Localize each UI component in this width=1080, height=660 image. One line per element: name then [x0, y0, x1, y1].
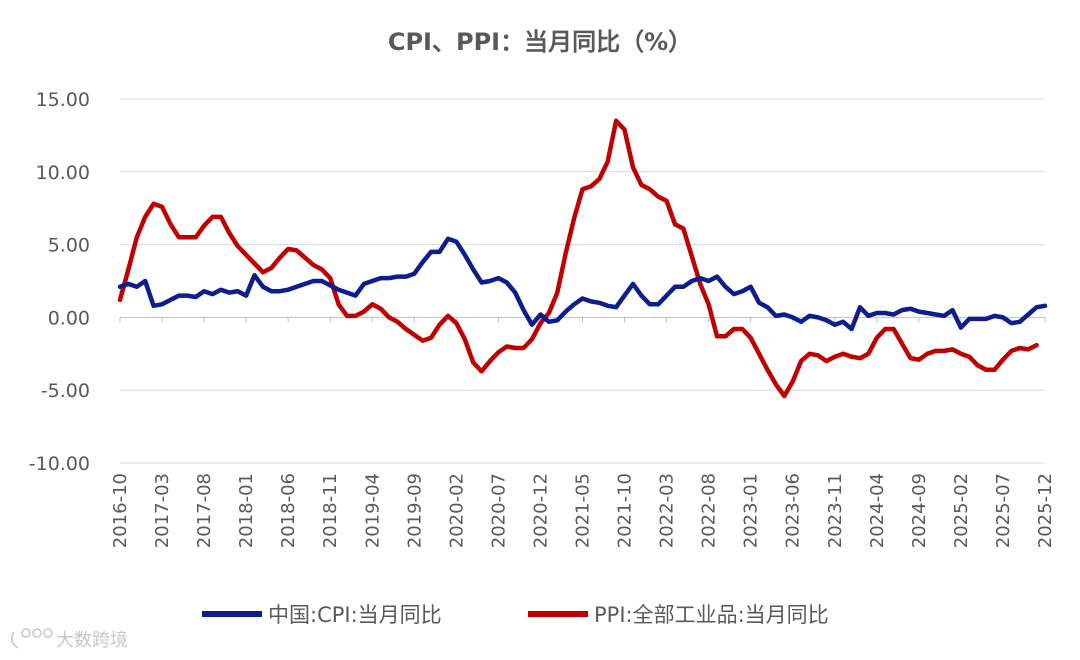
x-tick-label: 2024-09 [909, 473, 930, 548]
x-tick-label: 2018-06 [278, 473, 299, 548]
y-axis-tick-labels: 15.00 10.00 5.00 0.00 -5.00 -10.00 [29, 89, 90, 475]
chart-title: CPI、PPI：当月同比（%） [388, 28, 692, 56]
x-tick-label: 2018-11 [320, 473, 341, 548]
y-tick-label: 5.00 [48, 235, 90, 257]
grid-lines [120, 98, 1045, 464]
x-axis-tick-labels: 2016-10 2017-03 2017-08 2018-01 2018-06 2018-… [110, 317, 1056, 548]
x-tick-label: 2021-05 [573, 473, 594, 548]
x-tick-label: 2016-10 [110, 473, 131, 548]
x-tick-label: 2025-12 [1035, 473, 1056, 548]
y-tick-label: 15.00 [36, 89, 90, 111]
x-tick-label: 2018-01 [236, 473, 257, 548]
legend-label-ppi: PPI:全部工业品:当月同比 [594, 603, 829, 627]
legend-label-cpi: 中国:CPI:当月同比 [268, 603, 442, 627]
x-tick-label: 2023-06 [783, 473, 804, 548]
x-tick-label: 2021-10 [615, 473, 636, 548]
x-tick-label: 2023-11 [825, 473, 846, 548]
legend: 中国:CPI:当月同比 PPI:全部工业品:当月同比 [202, 603, 829, 627]
x-tick-label: 2020-07 [488, 473, 509, 548]
x-tick-label: 2023-01 [741, 473, 762, 548]
x-tick-label: 2017-08 [194, 473, 215, 548]
watermark: 大数跨境 [10, 628, 128, 651]
y-tick-label: -10.00 [29, 453, 90, 475]
x-tick-label: 2025-02 [951, 473, 972, 548]
x-tick-label: 2022-08 [699, 473, 720, 548]
series-line-ppi [117, 118, 1039, 399]
y-tick-label: 0.00 [48, 307, 90, 329]
x-tick-label: 2020-02 [446, 473, 467, 548]
x-tick-label: 2025-07 [993, 473, 1014, 548]
series-line-cpi [117, 236, 1048, 332]
y-tick-label: -5.00 [41, 380, 90, 402]
y-tick-label: 10.00 [36, 162, 90, 184]
x-tick-label: 2022-03 [657, 473, 678, 548]
x-tick-label: 2017-03 [152, 473, 173, 548]
watermark-logo-icon [10, 628, 53, 649]
x-tick-label: 2019-09 [404, 473, 425, 548]
x-tick-label: 2024-04 [867, 473, 888, 548]
series-lines [117, 118, 1048, 399]
x-tick-label: 2020-12 [530, 473, 551, 548]
watermark-text: 大数跨境 [56, 630, 128, 651]
x-tick-label: 2019-04 [362, 473, 383, 548]
